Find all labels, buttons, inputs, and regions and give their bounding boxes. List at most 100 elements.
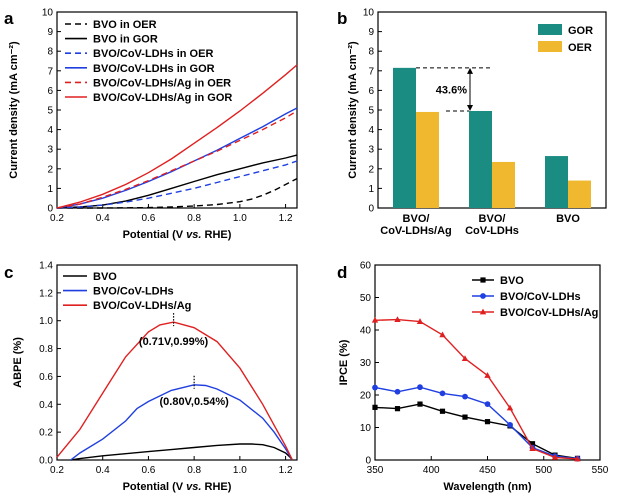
x-axis-label-part: vs. <box>186 481 201 493</box>
legend-label: BVO/CoV-LDHs <box>500 291 581 303</box>
y-tick-label: 1 <box>368 184 374 195</box>
x-tick-label: 0.6 <box>141 213 155 224</box>
panel-letter: b <box>337 9 347 28</box>
y-tick-label: 0.4 <box>39 400 53 411</box>
data-point-triangle <box>371 316 379 323</box>
panel-b-current-density-bar-chart: b 0 1 2 3 4 5 6 7 8 9 10 Current density (mA cm⁻²) BV… <box>337 8 607 237</box>
bar-gor <box>393 67 416 208</box>
x-tick-label: 1.0 <box>233 213 247 224</box>
category-label: CoV-LDHs/Ag <box>380 225 452 237</box>
y-tick-label: 60 <box>360 261 372 272</box>
y-tick-label: 7 <box>47 66 53 77</box>
y-tick-label: 0 <box>365 456 371 467</box>
x-axis-label-part: Potential (V <box>123 229 187 241</box>
plot-frame <box>56 264 298 461</box>
data-point-triangle <box>439 331 446 338</box>
legend-label: BVO <box>500 275 524 287</box>
series-line-0 <box>57 177 298 209</box>
x-tick-label: 0.2 <box>50 213 64 224</box>
data-point-square <box>462 414 468 420</box>
y-axis-label: Current density (mA cm⁻²) <box>8 41 20 179</box>
x-axis-label: Potential (V vs. RHE) <box>123 481 232 493</box>
data-point-triangle <box>574 455 581 462</box>
data-point-square <box>484 419 491 425</box>
x-axis-label-part: vs. <box>186 229 201 241</box>
y-tick-label: 1 <box>47 184 53 195</box>
x-axis-label-part: RHE) <box>201 481 231 493</box>
annotation-backdrop <box>440 81 468 97</box>
data-point-triangle <box>506 404 514 411</box>
legend-label: BVO <box>93 271 117 283</box>
y-tick-label: 1.4 <box>39 261 53 272</box>
data-point-square <box>372 404 378 410</box>
y-tick-label: 8 <box>47 47 53 58</box>
y-tick-label: 10 <box>363 8 375 19</box>
series-line-2 <box>56 160 298 209</box>
y-tick-label: 0.0 <box>39 456 53 467</box>
annotation-arrowhead <box>467 104 473 111</box>
data-point-circle <box>439 390 446 397</box>
data-point-square <box>439 408 446 414</box>
x-tick-label: 1.2 <box>279 465 293 476</box>
y-tick-label: 5 <box>368 106 374 117</box>
series-line-2 <box>56 321 294 461</box>
y-tick-label: 1.2 <box>39 288 53 299</box>
y-axis-label: Current density (mA cm⁻²) <box>347 41 359 179</box>
y-tick-label: 7 <box>368 66 374 77</box>
legend-label: BVO/CoV-LDHs <box>93 286 174 298</box>
legend-label: BVO/CoV-LDHs/Ag <box>93 300 191 312</box>
legend-label: OER <box>568 42 592 54</box>
y-tick-label: 6 <box>368 86 374 97</box>
y-tick-label: 6 <box>47 86 53 97</box>
y-tick-label: 9 <box>368 27 374 38</box>
panel-letter: a <box>4 9 14 28</box>
series-line-1 <box>374 386 578 460</box>
data-point-triangle <box>484 372 491 378</box>
legend-label: BVO/CoV-LDHs in GOR <box>93 63 215 75</box>
bar-oer <box>416 111 439 208</box>
series-line-4 <box>56 110 298 209</box>
annotation-arrowhead <box>467 67 473 74</box>
data-point-triangle <box>461 355 469 361</box>
data-point-square <box>394 406 401 412</box>
y-tick-label: 0.2 <box>39 428 53 439</box>
bar-oer <box>568 180 591 208</box>
series-line-5 <box>56 64 298 209</box>
x-tick-label: 1.0 <box>233 465 247 476</box>
legend-label: BVO in OER <box>93 19 157 31</box>
x-tick-label: 500 <box>535 465 552 476</box>
y-axis-label: IPCE (%) <box>338 339 350 385</box>
category-label: BVO/ <box>403 213 430 225</box>
bar-gor <box>545 156 568 208</box>
legend-marker-triangle <box>479 308 487 315</box>
legend-label: BVO/CoV-LDHs/Ag in OER <box>93 77 231 89</box>
legend-swatch <box>538 24 562 35</box>
y-tick-label: 20 <box>360 391 372 402</box>
series-line-0 <box>70 443 293 461</box>
y-tick-label: 10 <box>42 8 54 19</box>
series-line-3 <box>56 107 298 209</box>
data-point-triangle <box>551 454 559 460</box>
data-point-circle <box>417 384 423 391</box>
bar-gor <box>469 110 492 208</box>
data-point-circle <box>507 422 513 428</box>
legend-marker-circle <box>480 293 486 299</box>
category-label: BVO <box>556 213 580 225</box>
data-point-square <box>529 441 536 447</box>
data-point-circle <box>394 388 401 395</box>
x-tick-label: 0.2 <box>50 465 64 476</box>
y-tick-label: 40 <box>360 326 372 337</box>
annotation-peak-label: (0.80V,0.54%) <box>159 396 229 408</box>
x-tick-label: 400 <box>423 465 440 476</box>
category-label: CoV-LDHs <box>465 225 519 237</box>
y-tick-label: 30 <box>360 358 372 369</box>
x-tick-label: 350 <box>367 465 384 476</box>
y-tick-label: 9 <box>47 27 53 38</box>
x-tick-label: 0.8 <box>187 465 201 476</box>
series-line-2 <box>374 318 578 460</box>
y-tick-label: 0.8 <box>39 344 53 355</box>
y-tick-label: 50 <box>360 293 372 304</box>
y-tick-label: 4 <box>47 125 53 136</box>
data-point-triangle <box>416 318 424 324</box>
